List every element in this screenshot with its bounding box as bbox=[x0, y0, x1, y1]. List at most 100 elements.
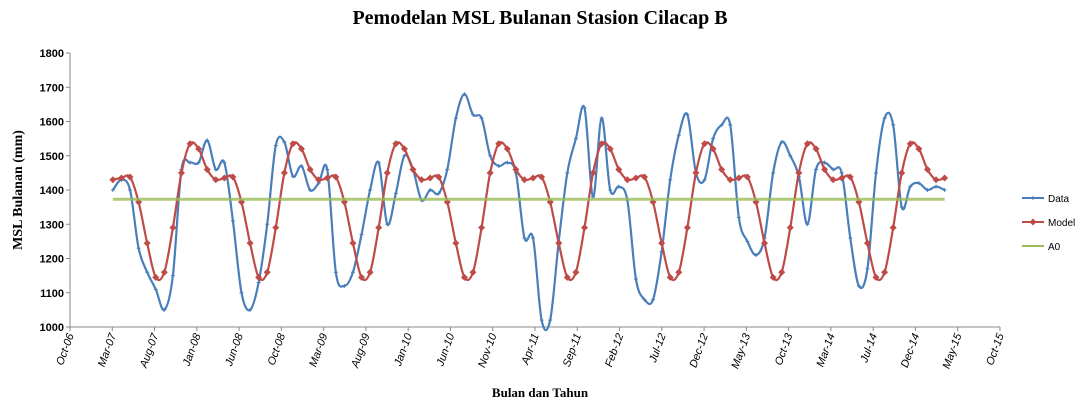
legend-label: Model bbox=[1048, 218, 1075, 229]
marker bbox=[923, 165, 931, 173]
marker bbox=[273, 143, 278, 148]
marker bbox=[865, 266, 870, 271]
marker bbox=[702, 177, 707, 182]
marker bbox=[117, 174, 125, 182]
x-tick-label: Dec-14 bbox=[899, 332, 922, 369]
x-tick-label: Jan-10 bbox=[392, 331, 415, 368]
marker bbox=[761, 239, 769, 247]
y-tick-label: 1400 bbox=[40, 185, 64, 197]
marker bbox=[522, 235, 527, 240]
marker bbox=[745, 239, 750, 244]
marker bbox=[838, 174, 846, 182]
marker bbox=[718, 165, 726, 173]
marker bbox=[393, 191, 398, 196]
marker bbox=[795, 169, 803, 177]
y-tick-label: 1700 bbox=[40, 82, 64, 94]
marker bbox=[555, 239, 563, 247]
marker bbox=[916, 181, 921, 186]
marker bbox=[701, 140, 709, 148]
marker bbox=[263, 268, 271, 276]
marker bbox=[769, 273, 777, 281]
marker bbox=[529, 174, 537, 182]
marker bbox=[505, 160, 510, 165]
marker bbox=[623, 176, 631, 184]
marker bbox=[846, 173, 854, 181]
marker bbox=[512, 165, 520, 173]
marker bbox=[925, 188, 930, 192]
marker bbox=[195, 145, 203, 153]
marker bbox=[675, 268, 683, 276]
marker bbox=[651, 297, 656, 302]
marker bbox=[359, 232, 364, 237]
marker bbox=[383, 169, 391, 177]
marker bbox=[872, 273, 880, 281]
marker bbox=[478, 224, 486, 232]
marker bbox=[520, 176, 528, 184]
marker bbox=[606, 145, 614, 153]
x-axis-label: Bulan dan Tahun bbox=[492, 385, 589, 400]
x-tick-label: Mar-07 bbox=[96, 331, 119, 368]
marker bbox=[400, 145, 408, 153]
marker bbox=[306, 165, 314, 173]
x-tick-label: Mar-14 bbox=[815, 332, 838, 369]
x-tick-label: May-15 bbox=[941, 331, 965, 370]
marker bbox=[633, 277, 638, 282]
marker bbox=[805, 222, 810, 227]
x-tick-label: Aug-07 bbox=[138, 331, 162, 370]
marker bbox=[565, 170, 570, 175]
marker bbox=[563, 273, 571, 281]
x-tick-label: Jun-10 bbox=[434, 331, 457, 368]
marker bbox=[786, 224, 794, 232]
marker bbox=[299, 164, 304, 169]
marker bbox=[170, 273, 175, 278]
marker bbox=[230, 218, 235, 223]
marker bbox=[599, 116, 604, 121]
x-tick-label: Mar-09 bbox=[307, 332, 330, 369]
x-tick-label: Sep-11 bbox=[561, 332, 584, 369]
marker bbox=[589, 169, 597, 177]
x-tick-label: Jan-08 bbox=[181, 331, 204, 368]
marker bbox=[289, 140, 297, 148]
marker bbox=[332, 173, 340, 181]
marker bbox=[831, 167, 836, 172]
marker bbox=[177, 169, 185, 177]
marker bbox=[572, 268, 580, 276]
marker bbox=[736, 215, 741, 220]
marker bbox=[779, 140, 784, 145]
y-tick-label: 1800 bbox=[40, 48, 64, 60]
y-tick-label: 1000 bbox=[40, 322, 64, 334]
marker bbox=[265, 222, 270, 227]
marker bbox=[632, 174, 640, 182]
marker bbox=[839, 170, 844, 175]
legend-label: A0 bbox=[1048, 242, 1061, 253]
x-tick-label: Jul-12 bbox=[647, 332, 669, 365]
marker bbox=[385, 222, 390, 227]
marker bbox=[848, 235, 853, 240]
marker bbox=[222, 160, 227, 165]
x-tick-label: Feb-12 bbox=[603, 332, 626, 369]
marker bbox=[471, 112, 476, 117]
marker bbox=[743, 173, 751, 181]
marker bbox=[479, 116, 484, 121]
marker bbox=[220, 174, 228, 182]
marker bbox=[496, 164, 501, 169]
marker bbox=[881, 268, 889, 276]
marker bbox=[213, 167, 218, 172]
marker bbox=[469, 268, 477, 276]
marker bbox=[402, 153, 407, 158]
y-tick-label: 1200 bbox=[40, 254, 64, 266]
marker bbox=[143, 239, 151, 247]
marker bbox=[891, 122, 896, 127]
marker bbox=[1031, 196, 1035, 200]
x-tick-label: Oct-08 bbox=[266, 331, 289, 367]
marker bbox=[803, 140, 811, 148]
marker bbox=[272, 224, 280, 232]
marker bbox=[255, 273, 263, 281]
marker bbox=[538, 173, 546, 181]
marker bbox=[788, 153, 793, 158]
marker bbox=[728, 122, 733, 127]
marker bbox=[874, 170, 879, 175]
marker bbox=[445, 167, 450, 172]
marker bbox=[145, 270, 150, 275]
